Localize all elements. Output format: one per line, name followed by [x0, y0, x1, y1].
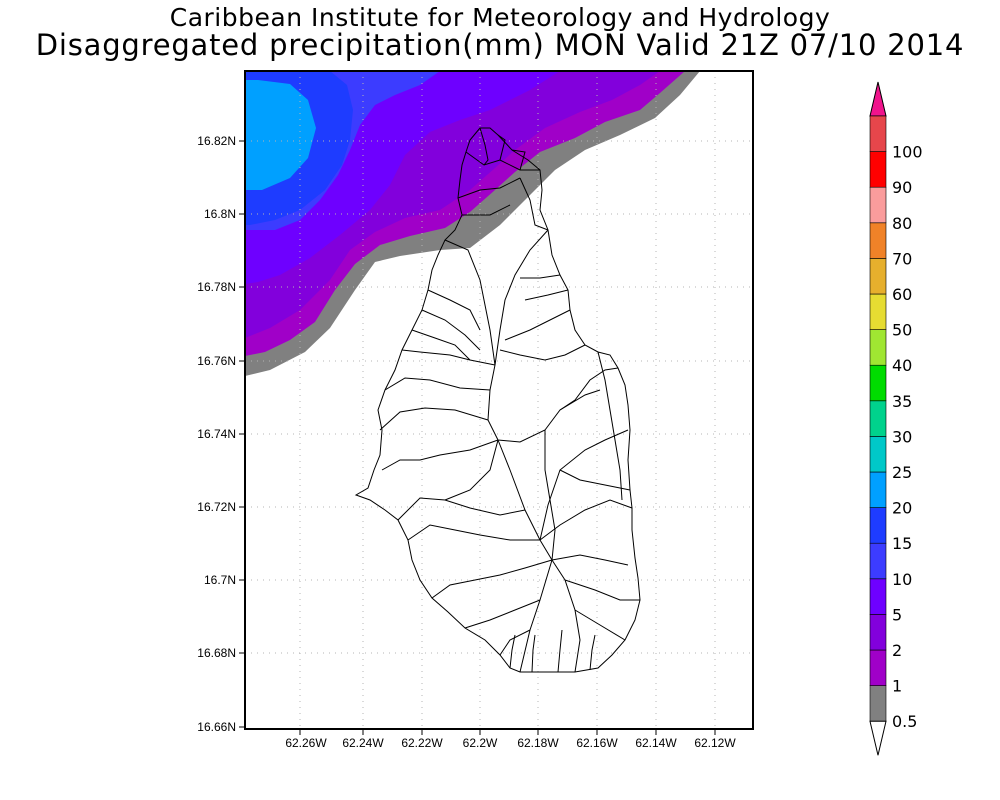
- colorbar-level-label: 35: [892, 392, 912, 411]
- colorbar-swatch: [869, 578, 887, 615]
- y-tick-label: 16.78N: [197, 280, 236, 294]
- colorbar-over-arrow: [869, 81, 887, 117]
- y-tick-label: 16.74N: [197, 427, 236, 441]
- colorbar-level-label: 90: [892, 178, 912, 197]
- colorbar-level-label: 100: [892, 143, 923, 162]
- colorbar-level-label: 80: [892, 214, 912, 233]
- colorbar-swatch: [869, 471, 887, 508]
- colorbar-swatch: [869, 222, 887, 259]
- axis-ticks: [239, 140, 716, 735]
- colorbar-level-label: 5: [892, 605, 902, 624]
- x-tick-label: 62.16W: [576, 736, 618, 750]
- y-tick-label: 16.8N: [204, 207, 236, 221]
- island-outline: [354, 127, 641, 673]
- colorbar-swatch: [869, 186, 887, 224]
- y-tick-label: 16.82N: [197, 134, 236, 148]
- colorbar-level-label: 15: [892, 534, 912, 553]
- colorbar-level-label: 60: [892, 285, 912, 304]
- colorbar-swatch: [869, 649, 887, 686]
- colorbar-level-label: 2: [892, 641, 902, 660]
- colorbar-swatch: [869, 293, 887, 330]
- colorbar-swatch: [869, 436, 887, 473]
- contour-20mm: [245, 80, 316, 190]
- plot-frame: [244, 70, 754, 730]
- colorbar-level-label: 30: [892, 427, 912, 446]
- y-tick-label: 16.72N: [197, 500, 236, 514]
- x-tick-label: 62.14W: [635, 736, 677, 750]
- colorbar-under-arrow: [869, 720, 887, 756]
- map-subtitle: Disaggregated precipitation(mm) MON Vali…: [35, 28, 965, 62]
- colorbar-swatch: [869, 151, 887, 188]
- x-tick-label: 62.18W: [517, 736, 559, 750]
- colorbar-level-label: 70: [892, 249, 912, 268]
- y-tick-label: 16.7N: [204, 573, 236, 587]
- colorbar-swatch: [869, 542, 887, 580]
- colorbar-swatch: [869, 329, 887, 366]
- colorbar-swatch: [869, 614, 887, 651]
- colorbar-swatch: [869, 115, 887, 152]
- colorbar-swatch: [869, 400, 887, 437]
- grid-lines: [245, 71, 753, 729]
- colorbar-level-label: 50: [892, 321, 912, 340]
- colorbar-level-label: 40: [892, 356, 912, 375]
- colorbar-level-label: 20: [892, 499, 912, 518]
- colorbar-swatch: [869, 507, 887, 544]
- x-tick-label: 62.2W: [463, 736, 498, 750]
- y-tick-label: 16.68N: [197, 646, 236, 660]
- colorbar-level-label: 1: [892, 677, 902, 696]
- y-tick-label: 16.66N: [197, 720, 236, 734]
- colorbar-level-label: 25: [892, 463, 912, 482]
- colorbar-level-label: 10: [892, 570, 912, 589]
- island-watersheds: [354, 127, 641, 673]
- y-tick-label: 16.76N: [197, 354, 236, 368]
- x-tick-label: 62.24W: [342, 736, 384, 750]
- x-axis-labels: 62.26W 62.24W 62.22W 62.2W 62.18W 62.16W…: [285, 736, 736, 750]
- x-tick-label: 62.22W: [401, 736, 443, 750]
- precipitation-contours: [245, 71, 700, 376]
- colorbar-swatch: [869, 685, 887, 722]
- colorbar-level-label: 0.5: [892, 712, 917, 731]
- colorbar-swatch: [869, 258, 887, 295]
- x-tick-label: 62.12W: [694, 736, 736, 750]
- map-title: Caribbean Institute for Meteorology and …: [169, 3, 831, 32]
- y-axis-labels: 16.82N 16.8N 16.78N 16.76N 16.74N 16.72N…: [197, 134, 236, 734]
- colorbar-swatch: [869, 364, 887, 402]
- x-tick-label: 62.26W: [285, 736, 327, 750]
